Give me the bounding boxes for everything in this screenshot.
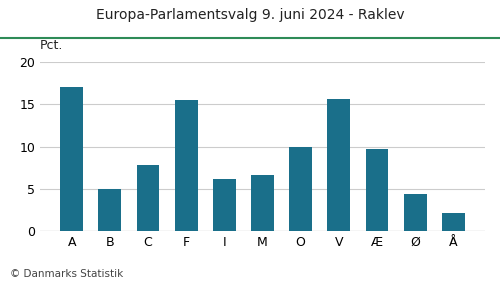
Bar: [60, 87, 83, 231]
Bar: [442, 213, 465, 231]
Bar: [404, 194, 426, 231]
Text: Pct.: Pct.: [40, 39, 64, 52]
Bar: [136, 165, 160, 231]
Bar: [289, 147, 312, 231]
Text: Europa-Parlamentsvalg 9. juni 2024 - Raklev: Europa-Parlamentsvalg 9. juni 2024 - Rak…: [96, 8, 405, 23]
Text: © Danmarks Statistik: © Danmarks Statistik: [10, 269, 123, 279]
Bar: [328, 99, 350, 231]
Bar: [174, 100, 198, 231]
Bar: [98, 189, 122, 231]
Bar: [213, 179, 236, 231]
Bar: [366, 149, 388, 231]
Bar: [251, 175, 274, 231]
